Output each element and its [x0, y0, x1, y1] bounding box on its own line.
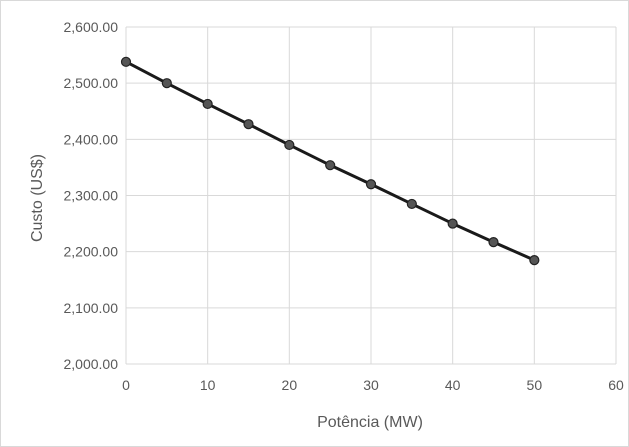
- x-tick-label: 30: [363, 377, 379, 393]
- data-point: [365, 179, 377, 190]
- series: [120, 56, 540, 266]
- x-tick-label: 50: [527, 377, 543, 393]
- y-axis-title: Custo (US$): [29, 154, 46, 242]
- data-point: [447, 218, 458, 229]
- data-point: [406, 198, 417, 210]
- data-point: [202, 98, 213, 110]
- data-point: [325, 160, 336, 171]
- data-point: [161, 78, 172, 89]
- y-tick-label: 2,500.00: [64, 75, 119, 91]
- y-tick-label: 2,100.00: [64, 300, 119, 316]
- data-point: [243, 119, 254, 130]
- data-point: [529, 254, 540, 266]
- grid: [125, 26, 617, 365]
- y-tick-labels: 2,000.00 2,100.00 2,200.00 2,300.00 2,400.00…: [64, 19, 119, 372]
- y-tick-label: 2,200.00: [64, 244, 119, 260]
- x-tick-label: 10: [200, 377, 216, 393]
- x-tick-label: 0: [122, 377, 130, 393]
- x-axis-title: Potência (MW): [317, 414, 423, 431]
- x-tick-label: 60: [608, 377, 624, 393]
- y-tick-label: 2,000.00: [64, 356, 119, 372]
- x-tick-label: 20: [282, 377, 298, 393]
- x-tick-labels: 0 10 20 30 40 50 60: [122, 377, 624, 393]
- data-point: [120, 56, 132, 67]
- data-point: [284, 139, 295, 151]
- y-tick-label: 2,400.00: [64, 131, 119, 147]
- x-tick-label: 40: [445, 377, 461, 393]
- data-point: [488, 237, 499, 248]
- y-tick-label: 2,600.00: [64, 19, 119, 35]
- y-tick-label: 2,300.00: [64, 188, 119, 204]
